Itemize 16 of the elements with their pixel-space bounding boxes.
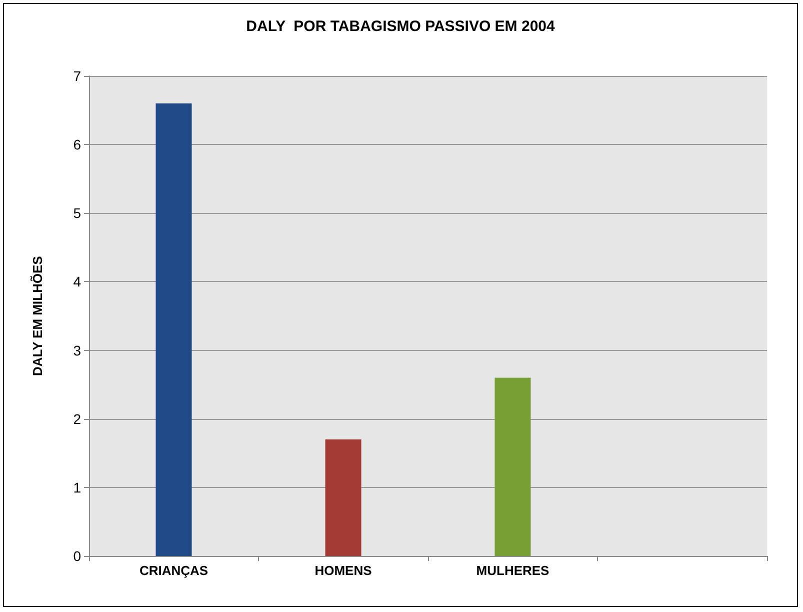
bar xyxy=(156,103,192,556)
y-tick-label: 5 xyxy=(73,205,82,222)
x-tick-label: CRIANÇAS xyxy=(139,563,208,578)
y-tick-label: 7 xyxy=(73,68,82,84)
x-tick-label: HOMENS xyxy=(314,563,372,578)
bar xyxy=(494,378,531,556)
y-tick-label: 3 xyxy=(73,342,82,358)
y-tick-label: 6 xyxy=(73,136,82,153)
x-tick-label: MULHERES xyxy=(476,563,550,578)
y-tick-label: 1 xyxy=(73,479,82,496)
y-tick-label: 0 xyxy=(73,548,82,564)
y-axis-title: DALY EM MILHÕES xyxy=(30,256,45,376)
y-tick-label: 2 xyxy=(73,410,82,427)
chart-title: DALY POR TABAGISMO PASSIVO EM 2004 xyxy=(246,18,556,35)
bar xyxy=(325,439,362,556)
y-tick-label: 4 xyxy=(73,274,82,290)
